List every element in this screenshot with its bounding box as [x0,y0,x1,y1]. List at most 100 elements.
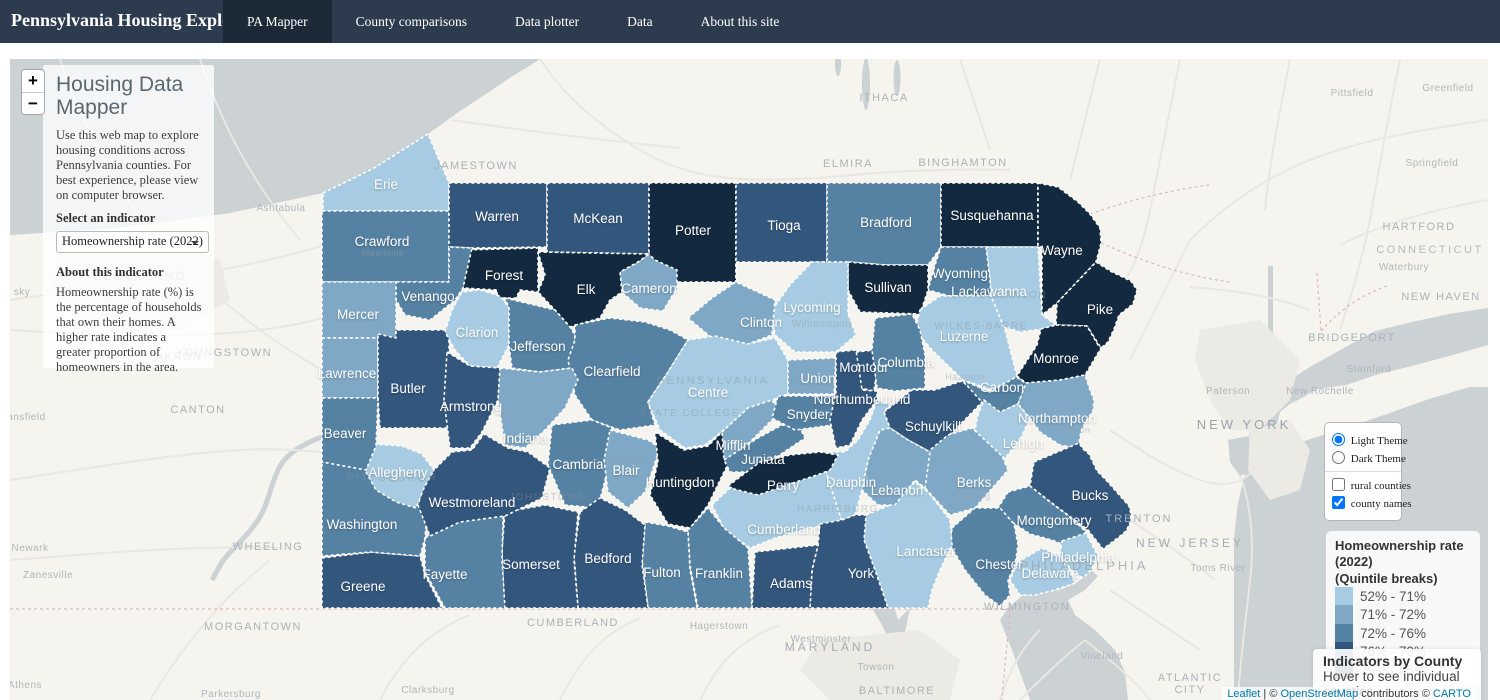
svg-text:Westminster: Westminster [791,634,852,645]
svg-text:NEW HAVEN: NEW HAVEN [1401,291,1480,303]
svg-text:Wayne: Wayne [1041,243,1083,258]
svg-text:BINGHAMTON: BINGHAMTON [918,157,1007,169]
svg-text:PHILADELPHIA: PHILADELPHIA [1019,558,1148,573]
svg-text:JOHNSTOWN: JOHNSTOWN [509,492,587,503]
svg-text:Fulton: Fulton [643,565,681,580]
svg-text:Butler: Butler [390,381,426,396]
svg-text:Meadville: Meadville [362,248,405,258]
svg-text:Dauphin: Dauphin [826,475,876,490]
svg-text:Venango: Venango [401,289,454,304]
svg-text:Cambria: Cambria [552,457,604,472]
svg-text:Montour: Montour [839,360,889,375]
svg-text:Northampton: Northampton [1018,411,1096,426]
svg-text:Pittsfield: Pittsfield [1331,88,1374,99]
svg-text:Springfield: Springfield [1406,158,1459,169]
svg-text:NEW JERSEY: NEW JERSEY [1136,536,1244,550]
svg-text:Stamford: Stamford [1347,364,1392,375]
svg-text:Westmoreland: Westmoreland [429,495,516,510]
svg-text:Crawford: Crawford [355,234,410,249]
svg-text:Greene: Greene [340,579,385,594]
svg-text:ALTOONA: ALTOONA [595,456,648,466]
svg-text:Armstrong: Armstrong [440,399,502,414]
svg-text:Mercer: Mercer [337,307,380,322]
svg-text:Snyder: Snyder [787,407,830,422]
svg-text:Lancaster: Lancaster [896,544,956,559]
svg-text:Easton: Easton [1059,425,1090,435]
svg-text:NEW YORK: NEW YORK [1197,417,1292,432]
svg-text:Allegheny: Allegheny [368,465,428,480]
svg-text:Paterson: Paterson [1206,386,1250,397]
svg-text:Erie: Erie [374,177,398,192]
svg-text:Bucks: Bucks [1072,488,1109,503]
svg-text:PENNSYLVANIA: PENNSYLVANIA [657,375,770,387]
svg-text:Pike: Pike [1087,302,1113,317]
svg-text:Cameron: Cameron [621,281,677,296]
svg-text:Mansfield: Mansfield [10,412,46,423]
svg-text:Waterbury: Waterbury [1379,262,1429,273]
svg-text:Greenfield: Greenfield [1422,83,1473,94]
svg-text:Centre: Centre [688,385,729,400]
svg-text:Williamsport: Williamsport [792,319,852,330]
svg-text:Adams: Adams [770,576,812,591]
svg-text:Washington: Washington [327,517,398,532]
svg-text:ATLANTIC: ATLANTIC [1158,672,1222,684]
svg-text:Lehigh: Lehigh [1003,436,1044,451]
svg-text:MORGANTOWN: MORGANTOWN [204,621,302,633]
svg-text:WHEELING: WHEELING [233,541,304,553]
svg-text:WILKES-BARRE: WILKES-BARRE [934,321,1028,332]
svg-text:SCRANTON: SCRANTON [979,290,1047,301]
svg-text:BALTIMORE: BALTIMORE [859,685,935,697]
svg-text:Newark: Newark [12,543,49,554]
svg-text:Clinton: Clinton [740,315,782,330]
svg-text:Sullivan: Sullivan [864,280,911,295]
svg-text:Susquehanna: Susquehanna [950,208,1034,223]
svg-text:Blair: Blair [612,463,640,478]
svg-text:Forest: Forest [485,268,524,283]
svg-text:Monroe: Monroe [1033,351,1079,366]
svg-text:Athens: Athens [10,680,42,691]
svg-text:CANTON: CANTON [170,404,225,416]
svg-text:Huntingdon: Huntingdon [645,475,714,490]
svg-text:JAMESTOWN: JAMESTOWN [434,160,518,172]
svg-text:STATE COLLEGE: STATE COLLEGE [640,408,740,419]
svg-text:BRIDGEPORT: BRIDGEPORT [1308,332,1396,344]
svg-text:PITTSBURGH: PITTSBURGH [347,472,438,484]
svg-text:Elk: Elk [577,282,596,297]
svg-text:Delaware: Delaware [1021,566,1078,581]
svg-text:Potter: Potter [675,223,712,238]
svg-text:TRENTON: TRENTON [1106,513,1173,525]
svg-text:ELMIRA: ELMIRA [823,158,873,170]
svg-text:Zanesville: Zanesville [23,570,73,581]
svg-text:Hagerstown: Hagerstown [690,621,748,632]
svg-text:Northumberland: Northumberland [814,392,911,407]
svg-text:CONNECTICUT: CONNECTICUT [1376,244,1484,256]
svg-text:Jefferson: Jefferson [510,339,565,354]
svg-text:HARRISBURG: HARRISBURG [797,504,879,515]
svg-text:Juniata: Juniata [741,452,785,467]
svg-text:New Rochelle: New Rochelle [1286,386,1354,397]
svg-text:Clarion: Clarion [456,325,499,340]
svg-text:Ashtabula: Ashtabula [257,203,306,214]
svg-text:Tioga: Tioga [767,218,801,233]
svg-text:Hazleton: Hazleton [945,372,985,382]
svg-text:McKean: McKean [573,211,623,226]
svg-text:Towson: Towson [858,662,895,673]
svg-text:Lackawanna: Lackawanna [951,284,1027,299]
svg-text:York: York [848,566,875,581]
svg-text:Lycoming: Lycoming [783,300,840,315]
svg-text:Lawrence: Lawrence [318,366,377,381]
svg-text:Toms River: Toms River [1190,563,1245,574]
svg-text:Fayette: Fayette [422,567,467,582]
svg-text:Columbia: Columbia [877,355,935,370]
svg-text:Perry: Perry [767,478,800,493]
svg-text:Beaver: Beaver [324,426,367,441]
svg-text:Carbon: Carbon [980,380,1024,395]
svg-text:WILMINGTON: WILMINGTON [984,601,1070,613]
svg-text:Chester: Chester [975,557,1023,572]
svg-text:Cumberland: Cumberland [747,522,821,537]
svg-text:Warren: Warren [475,209,519,224]
svg-text:Clarksburg: Clarksburg [401,685,454,696]
svg-text:Wyoming: Wyoming [932,266,988,281]
svg-text:Reading: Reading [953,491,990,501]
svg-text:CITY: CITY [1174,684,1205,696]
